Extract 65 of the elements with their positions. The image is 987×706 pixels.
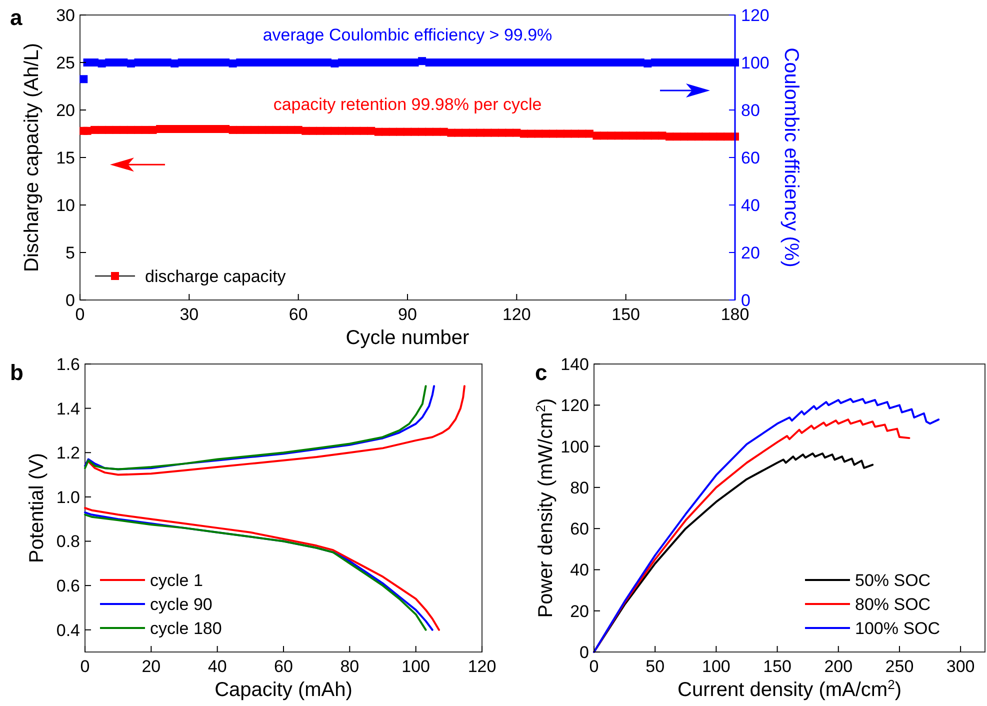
y-tick-label: 5 bbox=[66, 244, 75, 262]
y2-tick-label: 60 bbox=[741, 148, 760, 168]
legend-label: 100% SOC bbox=[855, 619, 940, 638]
legend-label: cycle 90 bbox=[150, 595, 212, 614]
y-tick-label: 0.6 bbox=[56, 576, 80, 596]
x-tick-label: 300 bbox=[946, 657, 975, 676]
y-axis-title: Potential (V) bbox=[26, 452, 48, 564]
legend-label: 50% SOC bbox=[855, 571, 931, 590]
y-tick-label: 0 bbox=[66, 291, 75, 310]
y-tick-label: 120 bbox=[560, 396, 589, 416]
y-tick-label: 15 bbox=[56, 148, 75, 168]
y2-tick-label: 40 bbox=[741, 196, 760, 215]
y-tick-label: 10 bbox=[56, 196, 75, 215]
y-tick-label: 1.6 bbox=[56, 355, 80, 374]
y-tick-label: 20 bbox=[56, 101, 75, 120]
y-tick-label: 30 bbox=[56, 6, 75, 25]
chart-title: c bbox=[535, 360, 548, 385]
y-tick-label: 25 bbox=[56, 54, 75, 72]
x-tick-label: 50 bbox=[646, 657, 665, 676]
chart-title: a bbox=[10, 5, 23, 30]
x-tick-label: 180 bbox=[720, 305, 750, 324]
y2-tick-label: 120 bbox=[741, 6, 770, 25]
x-tick-label: 100 bbox=[402, 657, 430, 676]
y-tick-label: 40 bbox=[570, 560, 589, 580]
y-tick-label: 0 bbox=[580, 643, 589, 662]
x-tick-label: 200 bbox=[824, 657, 853, 676]
x-tick-label: 40 bbox=[208, 657, 227, 676]
y-axis-title: Discharge capacity (Ah/L) bbox=[21, 43, 43, 272]
y-tick-label: 0.8 bbox=[56, 532, 80, 552]
x-tick-label: 250 bbox=[885, 657, 914, 676]
x-axis-title: Cycle number bbox=[346, 327, 470, 349]
x-tick-label: 120 bbox=[502, 305, 531, 324]
x-tick-label: 90 bbox=[398, 305, 417, 324]
y2-tick-label: 20 bbox=[741, 244, 760, 262]
y-tick-label: 20 bbox=[570, 602, 589, 621]
y2-tick-label: 80 bbox=[741, 101, 760, 120]
annotation: capacity retention 99.98% per cycle bbox=[273, 94, 542, 114]
y-tick-label: 1.2 bbox=[56, 444, 80, 463]
x-axis-title: Capacity (mAh) bbox=[214, 679, 352, 701]
legend-label: cycle 180 bbox=[150, 619, 222, 638]
x-tick-label: 30 bbox=[180, 305, 199, 324]
line-series bbox=[593, 398, 940, 653]
x-tick-label: 80 bbox=[340, 657, 360, 676]
legend-label: discharge capacity bbox=[145, 267, 286, 286]
x-tick-label: 100 bbox=[702, 657, 730, 676]
x-tick-label: 150 bbox=[612, 305, 640, 324]
y-tick-label: 140 bbox=[560, 355, 589, 374]
y2-tick-label: 100 bbox=[741, 54, 770, 72]
annotation: average Coulombic efficiency > 99.9% bbox=[262, 26, 552, 44]
x-tick-label: 60 bbox=[274, 657, 293, 676]
y-tick-label: 80 bbox=[570, 478, 589, 498]
y-tick-label: 0.4 bbox=[56, 620, 80, 640]
chart-title: b bbox=[10, 360, 24, 385]
y2-axis-title: Coulombic efficiency (%) bbox=[780, 48, 802, 268]
legend-label: cycle 1 bbox=[150, 571, 203, 590]
x-tick-label: 20 bbox=[142, 657, 161, 676]
legend-label: 80% SOC bbox=[855, 595, 931, 614]
x-tick-label: 60 bbox=[288, 305, 308, 324]
x-tick-label: 150 bbox=[763, 657, 792, 676]
x-axis-title: Current density (mA/cm$^{2}$) bbox=[678, 676, 902, 701]
y-tick-label: 100 bbox=[560, 437, 589, 456]
x-tick-label: 120 bbox=[468, 657, 496, 676]
y-tick-label: 60 bbox=[570, 520, 589, 539]
y-tick-label: 1.0 bbox=[56, 488, 80, 507]
y-tick-label: 1.4 bbox=[56, 399, 80, 418]
